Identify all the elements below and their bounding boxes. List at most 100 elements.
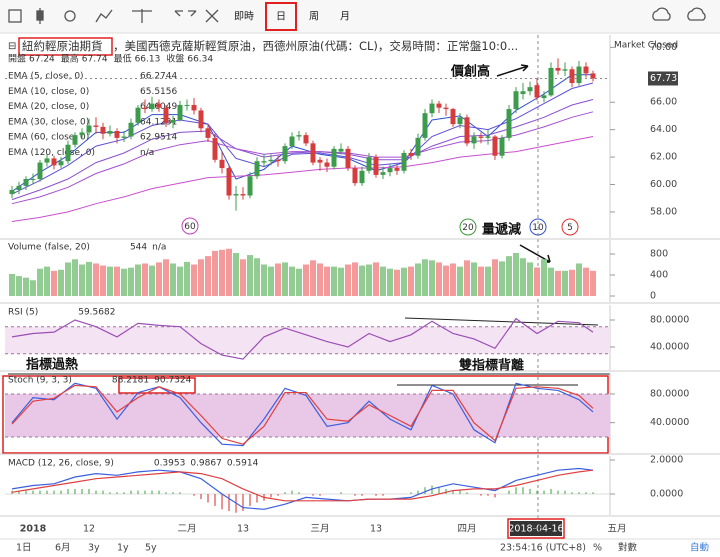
icon-settings[interactable] <box>64 10 76 22</box>
icon-cloud-up[interactable] <box>687 7 706 21</box>
volume-bar <box>100 265 106 297</box>
volume-bar <box>254 258 260 297</box>
macd-histogram-bar <box>151 490 153 495</box>
candle-body <box>436 103 442 108</box>
overlay-name: EMA (20, close, 0) <box>8 102 89 112</box>
macd-histogram-bar <box>60 490 62 495</box>
macd-histogram-bar <box>109 492 111 495</box>
candle-body <box>485 136 491 138</box>
macd-histogram-bar <box>340 492 342 495</box>
volume-bar <box>156 262 162 297</box>
candle-body <box>590 73 596 79</box>
ema-line <box>11 82 594 195</box>
ohlc-label: 最低 <box>114 53 132 65</box>
candle-body <box>310 143 316 163</box>
overlay-value: 65.5156 <box>140 87 177 97</box>
legend-value: 59.5682 <box>78 308 115 318</box>
volume-bar <box>261 264 267 297</box>
macd-histogram-bar <box>557 490 559 495</box>
x-tick-label: 16 <box>531 524 543 535</box>
interval-button[interactable]: 周 <box>309 11 319 23</box>
macd-histogram-bar <box>32 490 34 495</box>
macd-histogram-bar <box>382 494 384 496</box>
range-button[interactable]: 5y <box>145 543 157 554</box>
macd-histogram-bar <box>214 494 216 506</box>
macd-histogram-bar <box>438 487 440 495</box>
period-label: 20 <box>462 223 474 233</box>
candle-body <box>100 126 106 134</box>
icon-fullscreen[interactable] <box>205 9 219 23</box>
range-button[interactable]: 1y <box>117 543 129 554</box>
candle-body <box>254 161 260 177</box>
icon-menu[interactable] <box>8 9 22 23</box>
overlay-name: EMA (5, close, 0) <box>8 72 84 82</box>
macd-histogram-bar <box>95 490 97 495</box>
volume-bar <box>401 267 407 297</box>
indicator-line <box>11 317 594 360</box>
range-button[interactable]: 6月 <box>55 543 71 554</box>
volume-bar <box>436 262 442 297</box>
ohlc-header: 開盤 67.24 最高 67.74 最低 66.13 收盤 66.34 <box>8 53 213 65</box>
range-button[interactable]: 3y <box>88 543 100 554</box>
ema-line <box>11 74 593 192</box>
interval-button[interactable]: 月 <box>340 11 350 23</box>
indicator-line <box>11 384 594 445</box>
range-button[interactable]: 1日 <box>16 543 32 554</box>
interval-button[interactable]: 即時 <box>234 11 254 23</box>
macd-histogram-bar <box>494 494 496 498</box>
volume-bar <box>478 266 484 297</box>
crosshair-date-bg <box>510 521 562 536</box>
macd-histogram-bar <box>193 494 195 496</box>
volume-bar <box>387 268 393 297</box>
candle-body <box>443 107 449 110</box>
y-tick-label: 66.00 <box>650 97 677 108</box>
x-tick-label: 五月 <box>607 524 626 535</box>
toolbar <box>0 0 720 33</box>
volume-bar <box>429 260 435 297</box>
last-price-tag <box>648 71 678 86</box>
volume-bar <box>121 268 127 297</box>
macd-histogram-bar <box>298 492 300 495</box>
macd-histogram-bar <box>165 492 167 495</box>
volume-bar <box>177 266 183 297</box>
macd-histogram-bar <box>18 490 20 495</box>
volume-bar <box>450 263 456 297</box>
scale-option[interactable]: % <box>593 543 602 554</box>
icon-redo[interactable] <box>188 10 197 17</box>
volume-bar <box>457 266 463 297</box>
volume-bar <box>72 259 78 297</box>
interval-button[interactable]: 日 <box>276 12 286 23</box>
volume-bar <box>289 266 295 297</box>
volume-bar <box>492 259 498 297</box>
candle-body <box>282 146 288 162</box>
scale-option[interactable]: 自動 <box>690 542 709 554</box>
volume-bar <box>310 260 316 297</box>
indicator-line <box>11 469 594 502</box>
volume-bar <box>107 266 113 297</box>
volume-bar <box>58 269 64 297</box>
candle-body <box>184 104 190 106</box>
candle-body <box>324 162 330 167</box>
volume-bar <box>79 264 85 297</box>
annotation: 雙指標背離 <box>459 358 524 374</box>
candle-body <box>212 137 218 160</box>
ema-line <box>11 99 594 201</box>
candle-body <box>37 162 43 180</box>
icon-undo[interactable] <box>174 10 183 17</box>
volume-bar <box>443 265 449 297</box>
volume-bar <box>590 270 596 297</box>
volume-bar <box>534 267 540 297</box>
y-tick-label: 40.0000 <box>650 417 689 428</box>
volume-bar <box>569 269 575 297</box>
icon-cloud-down[interactable] <box>652 7 671 21</box>
icon-indicators[interactable] <box>95 9 113 23</box>
macd-histogram-bar <box>424 487 426 495</box>
scale-option[interactable]: 對數 <box>618 542 638 554</box>
candle-body <box>9 189 15 195</box>
candle-body <box>198 110 204 129</box>
candle-body <box>191 104 197 111</box>
volume-bar <box>226 248 232 297</box>
candle-body <box>205 128 211 138</box>
volume-bar <box>128 267 134 297</box>
period-circle <box>561 218 579 236</box>
